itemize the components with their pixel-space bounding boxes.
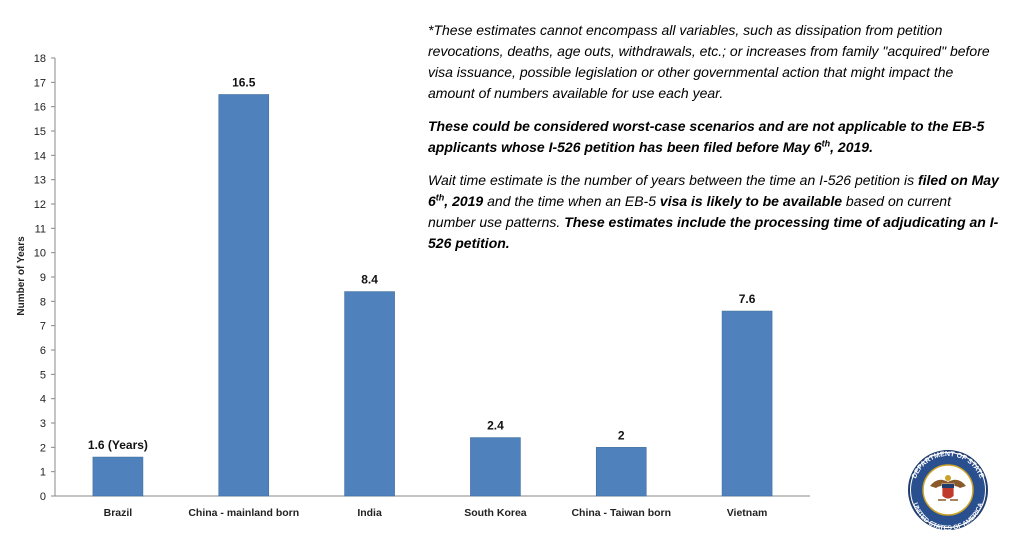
y-tick-label: 12 [34, 199, 46, 211]
y-tick-label: 1 [40, 467, 46, 479]
data-label: 8.4 [361, 273, 378, 287]
y-tick-label: 2 [40, 442, 46, 454]
y-tick-label: 17 [34, 77, 46, 89]
y-tick-label: 0 [40, 491, 46, 503]
category-labels: Brazil China - mainland born India South Ko… [104, 507, 768, 519]
bar [470, 437, 521, 497]
y-tick-label: 9 [40, 272, 46, 284]
data-label: 1.6 (Years) [88, 438, 148, 452]
y-axis-title: Number of Years [16, 236, 27, 316]
y-tick-label: 7 [40, 321, 46, 333]
notes-panel: *These estimates cannot encompass all va… [428, 20, 1000, 266]
department-of-state-seal-icon: DEPARTMENT OF STATE UNITED STATES OF AME… [908, 450, 988, 530]
data-label: 16.5 [232, 76, 256, 90]
bar [92, 456, 144, 497]
y-tick-label: 5 [40, 369, 46, 381]
bar [595, 447, 647, 497]
category-label: China - mainland born [188, 507, 299, 519]
y-tick-label: 14 [34, 150, 46, 162]
y-tick-label: 15 [34, 126, 46, 138]
category-label: India [357, 507, 382, 519]
bar [344, 291, 395, 497]
category-label: South Korea [464, 507, 527, 519]
bars [92, 94, 773, 497]
y-tick-label: 3 [40, 418, 46, 430]
y-tick-label: 6 [40, 345, 46, 357]
note-worst-case: These could be considered worst-case sce… [428, 118, 985, 155]
bar [721, 310, 773, 497]
y-tick-label: 13 [34, 175, 46, 187]
data-label: 7.6 [739, 292, 756, 306]
data-label: 2.4 [487, 419, 504, 433]
y-tick-label: 16 [34, 102, 46, 114]
data-labels: 1.6 (Years) 16.5 8.4 2.4 2 7.6 [88, 76, 756, 453]
y-tick-label: 11 [35, 223, 46, 235]
y-tick-label: 18 [34, 53, 46, 65]
bar [218, 94, 270, 497]
y-tick-label: 8 [40, 296, 46, 308]
note-disclaimer: *These estimates cannot encompass all va… [428, 22, 990, 101]
note-wait-time-definition: Wait time estimate is the number of year… [428, 172, 999, 251]
category-label: China - Taiwan born [571, 507, 671, 519]
y-tick-label: 10 [34, 248, 46, 260]
y-tick-label: 4 [40, 394, 46, 406]
category-label: Brazil [104, 507, 133, 519]
data-label: 2 [618, 428, 625, 442]
category-label: Vietnam [727, 507, 768, 519]
